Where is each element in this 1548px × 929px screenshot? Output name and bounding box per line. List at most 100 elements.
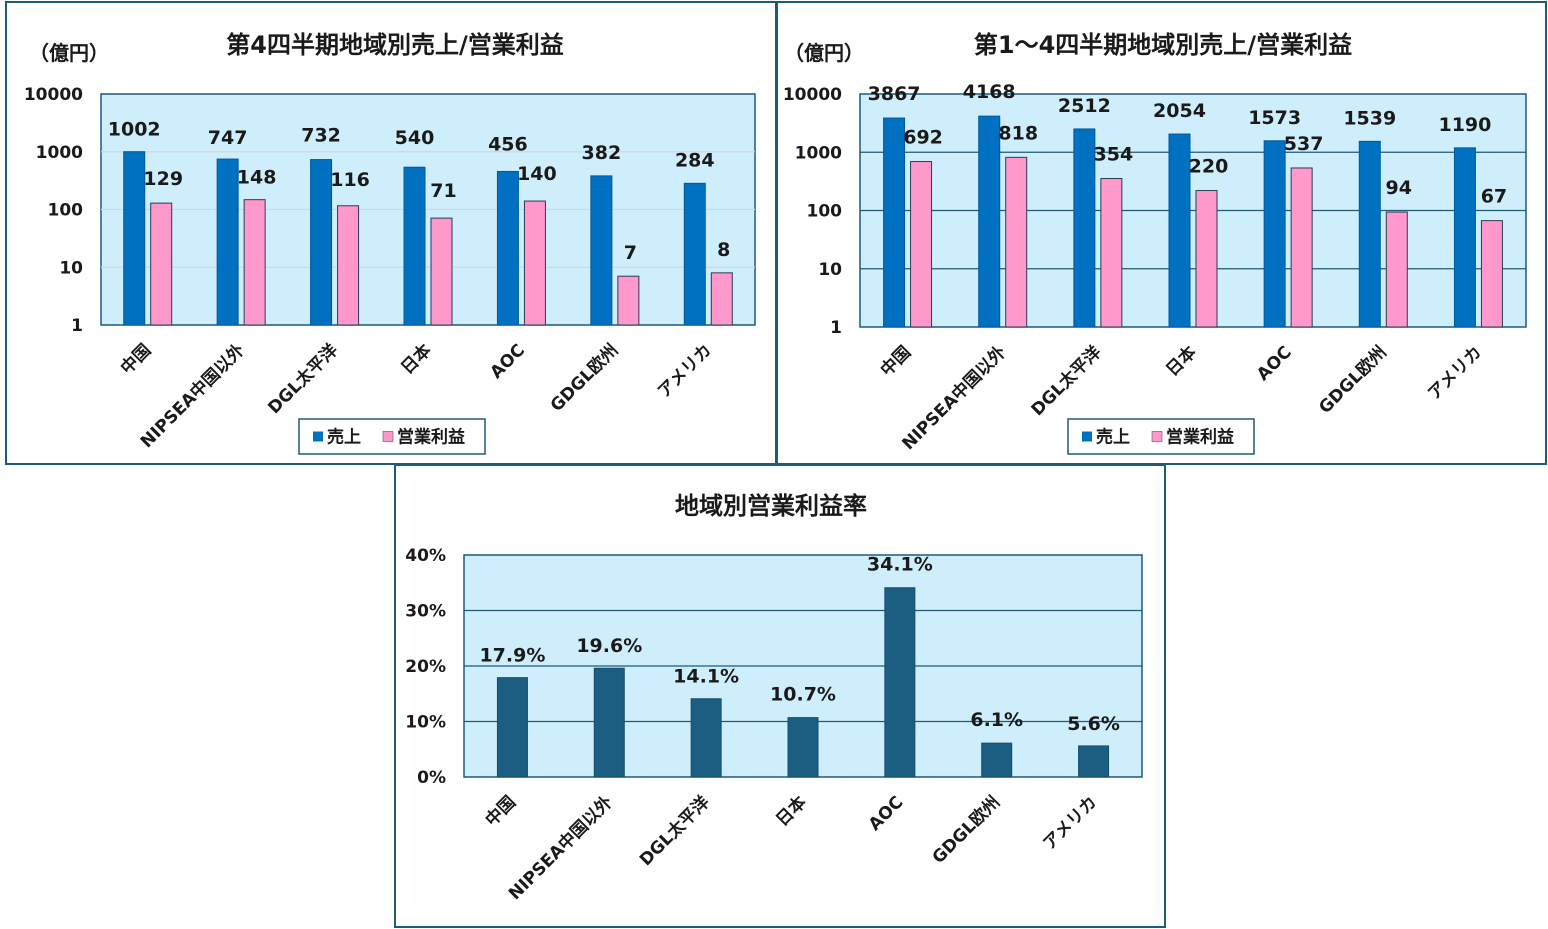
chart-title: 地域別営業利益率 bbox=[675, 492, 867, 520]
chart-title: 第1～4四半期地域別売上/営業利益 bbox=[974, 31, 1352, 59]
data-label: 6.1% bbox=[970, 709, 1023, 731]
fy-sales-profit-chart: （億円） 第1～4四半期地域別売上/営業利益 1 10 100 1000 10000 38… bbox=[783, 31, 1527, 455]
data-label: 34.1% bbox=[867, 554, 933, 576]
y-tick-label: 0% bbox=[417, 768, 446, 788]
sales-bar bbox=[683, 182, 706, 326]
sales-bar bbox=[978, 115, 1001, 328]
unit-label: （億円） bbox=[29, 41, 109, 65]
data-label: 2054 bbox=[1153, 100, 1206, 122]
x-tick-label: アメリカ bbox=[654, 340, 716, 402]
data-label: 747 bbox=[208, 127, 248, 149]
x-tick-label: DGL太平洋 bbox=[1027, 342, 1105, 420]
profit-rate-bar bbox=[1078, 745, 1110, 778]
data-label: 1190 bbox=[1438, 114, 1491, 136]
y-tick-label: 1 bbox=[830, 318, 842, 338]
x-tick-label: GDGL欧州 bbox=[1315, 342, 1391, 418]
profit-rate-bar bbox=[884, 587, 916, 778]
y-tick-label: 10 bbox=[818, 260, 842, 280]
unit-label: （億円） bbox=[784, 41, 864, 65]
y-tick-label: 40% bbox=[405, 546, 446, 566]
x-tick-label: GDGL欧州 bbox=[546, 340, 622, 416]
x-tick-label: NIPSEA中国以外 bbox=[898, 342, 1010, 454]
x-tick-label: 日本 bbox=[772, 792, 811, 831]
fy-sales-profit-chart-panel: （億円） 第1～4四半期地域別売上/営業利益 1 10 100 1000 10000 38… bbox=[776, 1, 1547, 465]
sales-bar bbox=[310, 159, 333, 326]
y-tick-label: 20% bbox=[405, 657, 446, 677]
legend-label-sales: 売上 bbox=[1096, 427, 1130, 448]
legend-swatch-sales bbox=[313, 431, 323, 442]
data-label: 1573 bbox=[1248, 107, 1301, 129]
profit-bar bbox=[617, 275, 640, 326]
data-label: 116 bbox=[330, 169, 370, 191]
data-label: 4168 bbox=[963, 81, 1016, 103]
data-label: 1539 bbox=[1343, 107, 1396, 129]
profit-rate-bar bbox=[593, 667, 625, 778]
profit-bar bbox=[1385, 211, 1408, 328]
y-tick-label: 100 bbox=[807, 202, 843, 222]
x-tick-label: アメリカ bbox=[1424, 342, 1486, 404]
data-label: 67 bbox=[1481, 186, 1507, 208]
sales-bar bbox=[1073, 128, 1096, 328]
x-tick-label: 中国 bbox=[116, 340, 155, 379]
data-label: 692 bbox=[903, 127, 943, 149]
data-label: 19.6% bbox=[576, 635, 642, 657]
q4-sales-profit-chart-panel: （億円） 第4四半期地域別売上/営業利益 1 10 100 1000 10000 1002… bbox=[5, 1, 777, 465]
data-label: 818 bbox=[998, 122, 1038, 144]
y-tick-label: 1 bbox=[71, 316, 83, 336]
data-label: 5.6% bbox=[1067, 713, 1120, 735]
profit-bar bbox=[243, 199, 266, 326]
data-label: 382 bbox=[582, 142, 622, 164]
sales-bar bbox=[496, 170, 519, 326]
legend-label-profit: 営業利益 bbox=[397, 427, 465, 448]
profit-bar bbox=[1100, 178, 1123, 328]
data-label: 3867 bbox=[868, 83, 921, 105]
x-tick-label: AOC bbox=[486, 340, 528, 382]
sales-bar bbox=[1358, 140, 1381, 328]
sales-bar bbox=[590, 175, 613, 326]
profit-rate-chart-panel: 地域別営業利益率 0% 10% 20% 30% 40% 17.9% 中国 19.6% NIPSE… bbox=[394, 464, 1166, 928]
y-tick-label: 10000 bbox=[24, 85, 83, 105]
data-label: 540 bbox=[395, 127, 435, 149]
legend-swatch-profit bbox=[382, 431, 394, 442]
x-tick-label: アメリカ bbox=[1039, 792, 1101, 854]
q4-sales-profit-chart: （億円） 第4四半期地域別売上/営業利益 1 10 100 1000 10000 1002… bbox=[24, 31, 756, 455]
sales-bar bbox=[1453, 147, 1476, 328]
legend-swatch-profit bbox=[1151, 431, 1163, 442]
data-label: 354 bbox=[1094, 144, 1134, 166]
data-label: 456 bbox=[488, 133, 528, 155]
profit-bar bbox=[1480, 220, 1503, 328]
profit-bar bbox=[1005, 156, 1028, 328]
legend-swatch-sales bbox=[1082, 431, 1092, 442]
profit-bar bbox=[910, 161, 933, 328]
y-tick-label: 30% bbox=[405, 602, 446, 622]
profit-rate-bar bbox=[690, 698, 722, 778]
profit-bar bbox=[710, 272, 733, 326]
profit-bar bbox=[430, 217, 453, 326]
y-tick-label: 10 bbox=[59, 258, 83, 278]
sales-bar bbox=[403, 166, 426, 326]
x-tick-label: 日本 bbox=[1162, 342, 1201, 381]
data-label: 10.7% bbox=[770, 684, 836, 706]
sales-bar bbox=[1168, 133, 1191, 328]
chart-title: 第4四半期地域別売上/営業利益 bbox=[226, 31, 563, 59]
data-label: 14.1% bbox=[673, 666, 739, 688]
data-label: 220 bbox=[1189, 156, 1229, 178]
x-tick-label: GDGL欧州 bbox=[928, 792, 1004, 868]
data-label: 140 bbox=[517, 163, 557, 185]
y-tick-label: 1000 bbox=[36, 143, 83, 163]
profit-bar bbox=[1195, 190, 1218, 328]
data-label: 1002 bbox=[108, 119, 161, 141]
y-tick-label: 1000 bbox=[795, 143, 842, 163]
data-label: 732 bbox=[301, 125, 341, 147]
data-label: 71 bbox=[430, 180, 456, 202]
x-tick-label: AOC bbox=[1253, 342, 1295, 384]
legend-label-profit: 営業利益 bbox=[1166, 427, 1234, 448]
data-label: 537 bbox=[1284, 133, 1324, 155]
x-tick-label: DGL太平洋 bbox=[264, 340, 342, 418]
data-label: 284 bbox=[675, 149, 715, 171]
x-tick-label: 日本 bbox=[397, 340, 436, 379]
profit-bar bbox=[150, 202, 173, 326]
profit-rate-bar bbox=[981, 742, 1013, 778]
data-label: 129 bbox=[143, 168, 183, 190]
profit-rate-bar bbox=[787, 717, 819, 778]
